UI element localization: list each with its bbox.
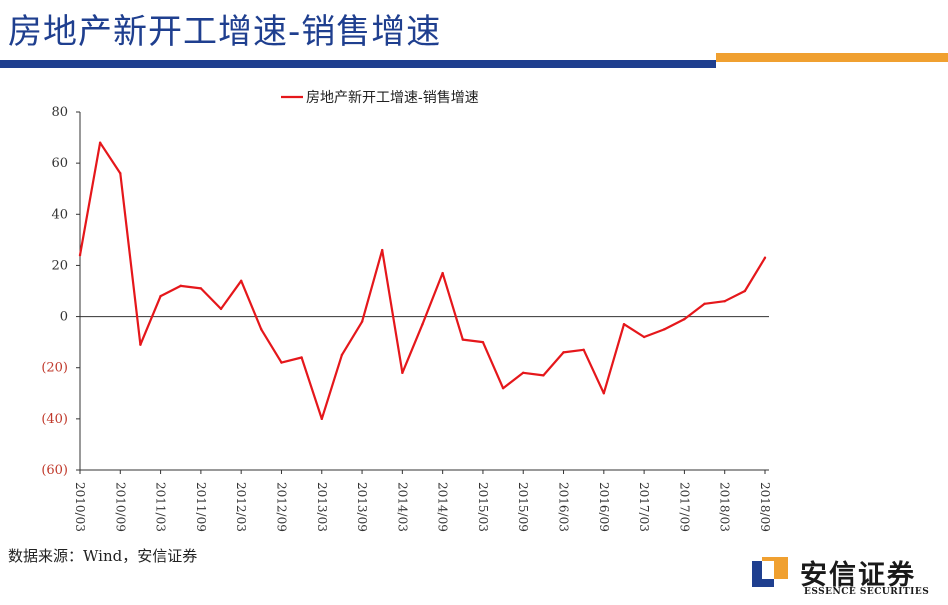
data-point (441, 271, 444, 275)
legend-label: 房地产新开工增速-销售增速 (306, 90, 479, 106)
x-tick-label: 2011/03 (154, 482, 168, 532)
line-chart: 房地产新开工增速-销售增速 80 60 40 20 0 (20) (40) (60) 2010… (41, 90, 772, 532)
data-point (582, 348, 585, 352)
data-point (743, 289, 747, 293)
y-tick-label: 60 (51, 156, 68, 171)
chart-series (78, 141, 767, 421)
data-point (642, 335, 646, 339)
data-point (98, 141, 102, 144)
chart-legend: 房地产新开工增速-销售增速 (281, 90, 479, 106)
data-point (763, 256, 767, 259)
x-tick-label: 2012/03 (234, 482, 248, 532)
data-point (159, 294, 162, 298)
data-point (703, 302, 706, 305)
x-tick-label: 2014/03 (395, 482, 409, 532)
series-line (78, 141, 766, 420)
x-tick-label: 2017/09 (677, 482, 691, 532)
y-tick-label: 0 (60, 310, 68, 325)
x-tick-label: 2015/09 (516, 482, 530, 532)
x-tick-label: 2017/03 (637, 482, 651, 532)
data-point (119, 172, 122, 175)
y-tick-label: 20 (51, 258, 68, 273)
data-point (260, 328, 263, 331)
x-tick-label: 2011/09 (194, 482, 208, 532)
data-point (542, 374, 545, 377)
data-point (179, 284, 182, 288)
y-tick-label: 40 (51, 207, 68, 222)
data-point (280, 361, 283, 364)
data-point (461, 338, 464, 341)
x-tick-label: 2016/03 (557, 482, 571, 532)
y-tick-label: (40) (41, 412, 68, 427)
data-point (340, 353, 344, 357)
data-point (723, 300, 726, 303)
y-tick-label: (60) (41, 463, 68, 478)
data-point (683, 317, 686, 321)
page-title: 房地产新开工增速-销售增速 (8, 12, 442, 52)
y-axis-ticks: 80 60 40 20 0 (20) (40) (60) (41, 105, 80, 478)
chart-axes (79, 112, 769, 471)
data-point (401, 371, 404, 375)
y-tick-label: (20) (41, 361, 68, 376)
x-tick-label: 2018/03 (718, 482, 732, 532)
data-point (622, 323, 626, 326)
data-point (320, 417, 323, 421)
data-point (522, 371, 525, 375)
x-axis-ticks: 2010/03 2010/09 2011/03 2011/09 2012/03 2012/… (73, 470, 772, 532)
x-tick-label: 2015/03 (476, 482, 490, 532)
data-point (239, 279, 243, 282)
data-point (360, 320, 364, 323)
data-point (421, 323, 424, 326)
data-point (501, 386, 505, 390)
x-tick-label: 2016/09 (597, 482, 611, 532)
data-point (562, 351, 565, 354)
data-source-note: 数据来源：Wind，安信证券 (8, 547, 198, 565)
data-point (602, 392, 606, 395)
x-tick-label: 2013/03 (315, 482, 329, 532)
x-tick-label: 2013/09 (355, 482, 369, 532)
logo-name-en: ESSENCE SECURITIES (804, 587, 930, 597)
data-point (219, 307, 223, 311)
company-logo: 安信证券 ESSENCE SECURITIES (752, 551, 942, 601)
data-point (663, 328, 666, 331)
data-point (199, 287, 203, 290)
header-bar-blue (0, 60, 716, 68)
data-point (381, 248, 384, 252)
y-tick-label: 80 (51, 105, 68, 120)
header-bar-orange (716, 53, 948, 62)
x-tick-label: 2010/09 (113, 482, 127, 532)
x-tick-label: 2018/09 (758, 482, 772, 532)
data-point (481, 340, 485, 344)
x-tick-label: 2010/03 (73, 482, 87, 532)
x-tick-label: 2012/09 (274, 482, 288, 532)
data-point (78, 254, 82, 257)
x-tick-label: 2014/09 (436, 482, 450, 532)
logo-name-cn: 安信证券 (800, 560, 916, 591)
data-point (139, 343, 142, 346)
data-point (300, 356, 303, 359)
logo-mark-icon (752, 557, 788, 587)
